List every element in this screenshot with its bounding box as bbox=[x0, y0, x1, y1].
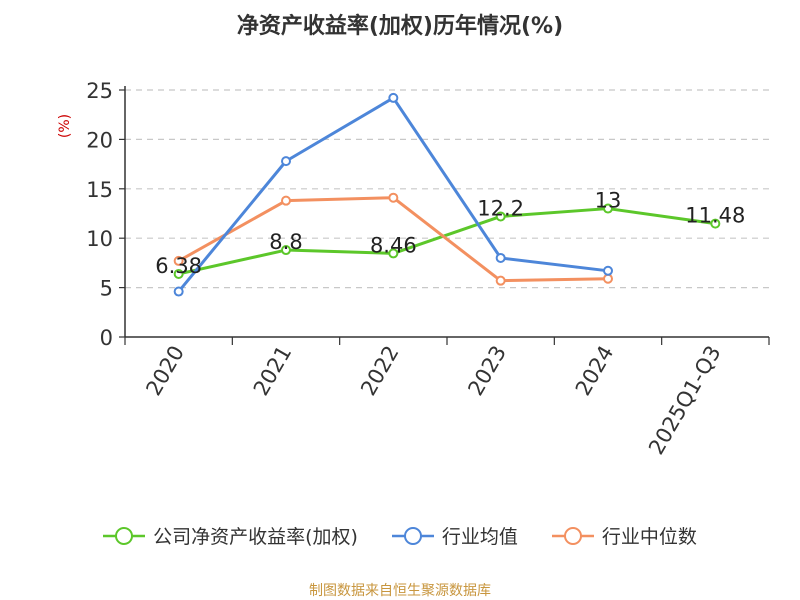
y-tick-label: 5 bbox=[100, 277, 113, 301]
grid-lines bbox=[125, 89, 769, 289]
data-point bbox=[388, 92, 399, 103]
legend-label-company: 公司净资产收益率(加权) bbox=[153, 526, 358, 548]
data-point bbox=[281, 245, 291, 256]
legend-swatch-company bbox=[103, 526, 146, 545]
legend: 公司净资产收益率(加权) 行业均值 行业中位数 bbox=[0, 522, 800, 549]
data-label: 13 bbox=[595, 189, 622, 213]
data-label: 12.2 bbox=[477, 196, 524, 220]
x-tick-label: 2025Q1-Q3 bbox=[644, 342, 726, 459]
data-point bbox=[388, 248, 399, 259]
series-line bbox=[178, 207, 716, 276]
data-label: 6.38 bbox=[155, 254, 202, 278]
legend-item-company[interactable]: 公司净资产收益率(加权) bbox=[103, 522, 358, 549]
y-tick-label: 10 bbox=[86, 227, 113, 251]
data-label: 11.48 bbox=[685, 204, 745, 228]
data-point bbox=[173, 255, 184, 266]
legend-label-industry-median: 行业中位数 bbox=[601, 526, 697, 548]
x-tick-label: 2022 bbox=[356, 342, 404, 400]
data-point bbox=[495, 211, 506, 222]
y-tick-label: 0 bbox=[100, 326, 113, 350]
y-axis-label: (%) bbox=[57, 114, 73, 138]
data-point bbox=[281, 195, 291, 206]
data-point bbox=[495, 252, 506, 263]
data-point bbox=[495, 275, 506, 286]
legend-label-industry-avg: 行业均值 bbox=[441, 526, 518, 548]
y-tick-label: 20 bbox=[86, 128, 113, 152]
x-tick-label: 2021 bbox=[249, 342, 297, 400]
x-tick-label: 2024 bbox=[571, 342, 619, 400]
source-note: 制图数据来自恒生聚源数据库 bbox=[309, 583, 491, 599]
legend-item-industry-median[interactable]: 行业中位数 bbox=[551, 522, 697, 549]
legend-swatch-industry-median bbox=[551, 526, 594, 545]
legend-item-industry-avg[interactable]: 行业均值 bbox=[391, 522, 518, 549]
data-point bbox=[281, 156, 291, 167]
axes: 0 5 10 15 20 25 (%) 2020 2021 2022 2023 2024 2025Q1-… bbox=[57, 79, 770, 459]
data-point bbox=[603, 265, 613, 276]
data-point bbox=[603, 273, 613, 284]
data-point bbox=[173, 286, 184, 297]
data-point bbox=[710, 218, 721, 229]
series-lines bbox=[173, 92, 721, 297]
y-tick-label: 15 bbox=[86, 178, 113, 202]
data-point bbox=[388, 192, 399, 203]
legend-swatch-industry-avg bbox=[391, 526, 434, 545]
data-label: 8.8 bbox=[269, 230, 302, 254]
data-point bbox=[603, 203, 613, 214]
data-label: 8.46 bbox=[370, 233, 417, 257]
x-tick-label: 2020 bbox=[141, 342, 189, 400]
x-tick-label: 2023 bbox=[463, 341, 511, 399]
data-point bbox=[173, 268, 184, 279]
y-tick-label: 25 bbox=[86, 79, 113, 103]
chart-title: 净资产收益率(加权)历年情况(%) bbox=[236, 14, 564, 39]
data-labels: 6.38 8.8 8.46 12.2 13 11.48 bbox=[155, 189, 745, 278]
